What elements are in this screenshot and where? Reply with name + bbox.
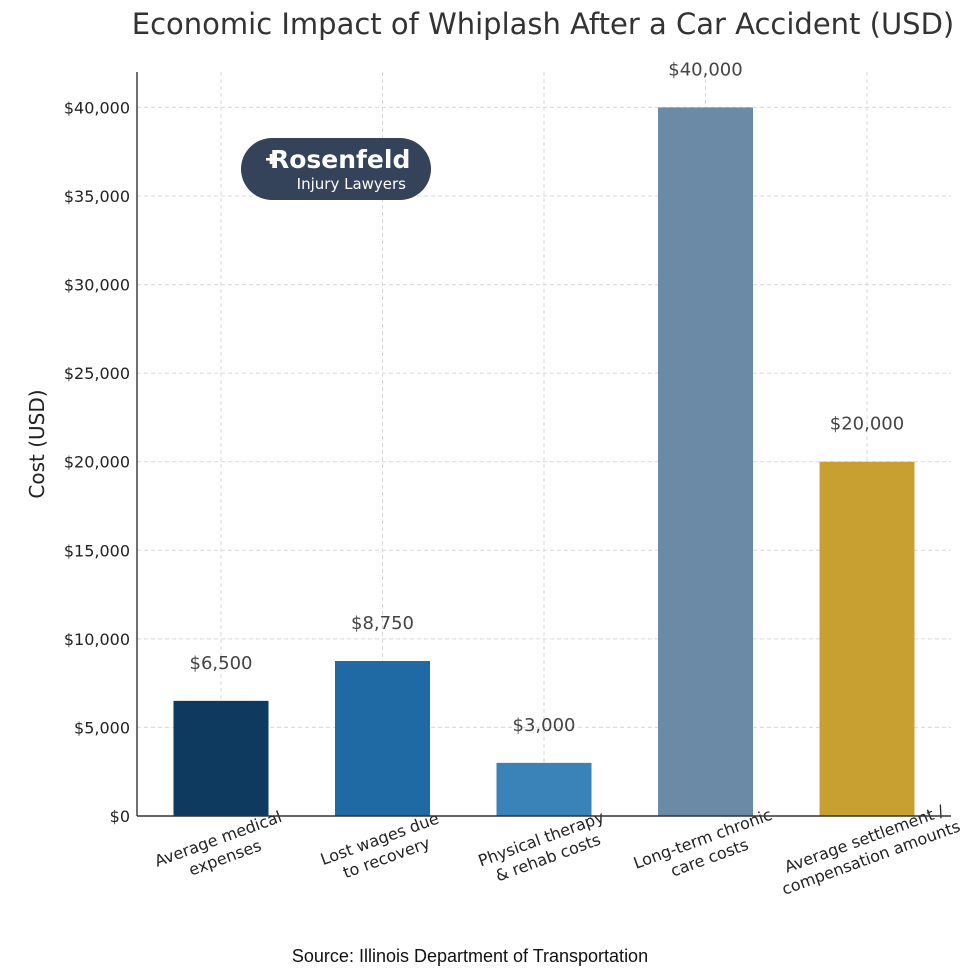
bar-value-label: $8,750 <box>351 613 414 634</box>
y-tick-label: $40,000 <box>64 98 130 117</box>
bar <box>496 762 592 816</box>
rosenfeld-logo: Rosenfeld Injury Lawyers <box>241 138 431 200</box>
bar-chart: Economic Impact of Whiplash After a Car … <box>25 7 963 899</box>
bar-value-label: $3,000 <box>513 715 576 736</box>
value-labels: $6,500 $8,750 $3,000 $40,000 $20,000 <box>190 59 905 735</box>
logo-tagline: Injury Lawyers <box>297 175 407 193</box>
y-tick-label: $0 <box>110 807 130 826</box>
y-tick-label: $10,000 <box>64 630 130 649</box>
bar-value-label: $6,500 <box>190 653 253 674</box>
y-tick-label: $35,000 <box>64 187 130 206</box>
y-tick-label: $20,000 <box>64 453 130 472</box>
y-tick-label: $15,000 <box>64 541 130 560</box>
y-tick-label: $30,000 <box>64 276 130 295</box>
source-note: Source: Illinois Department of Transport… <box>291 946 649 966</box>
plus-r-logo-icon <box>266 154 276 164</box>
chart-title: Economic Impact of Whiplash After a Car … <box>132 7 954 41</box>
logo-wordmark: Rosenfeld <box>270 145 410 174</box>
logo-background <box>241 138 431 200</box>
y-tick-labels: $0 $5,000 $10,000 $15,000 $20,000 $25,000 $30,… <box>64 98 130 826</box>
bar <box>658 107 753 816</box>
bar <box>335 661 430 816</box>
bar-value-label: $20,000 <box>830 414 904 435</box>
bar <box>173 700 269 816</box>
bar-value-label: $40,000 <box>668 59 742 80</box>
y-tick-label: $5,000 <box>74 718 130 737</box>
y-axis-label: Cost (USD) <box>25 389 49 498</box>
y-tick-label: $25,000 <box>64 364 130 383</box>
bars <box>173 107 915 816</box>
x-tick-label: Physical therapy& rehab costs <box>476 807 607 885</box>
bar <box>819 461 915 816</box>
